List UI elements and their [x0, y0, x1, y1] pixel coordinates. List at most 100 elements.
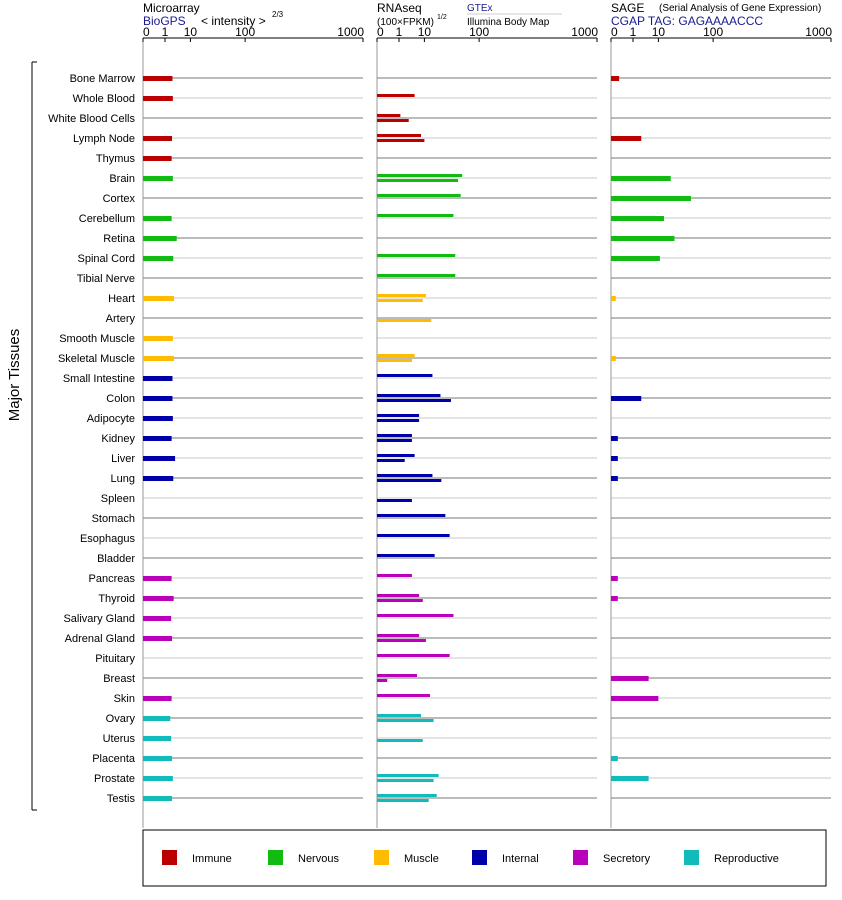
x-tick-label: 10 — [418, 25, 432, 39]
legend-swatch — [472, 850, 487, 865]
bar-sage — [611, 676, 649, 681]
legend-label: Muscle — [404, 853, 439, 865]
bar-sage — [611, 356, 616, 361]
sage-subtitle: CGAP TAG: GAGAAAACCC — [611, 14, 763, 28]
bar-sage — [611, 196, 691, 201]
x-tick-label: 1 — [396, 25, 403, 39]
tissue-label: Lymph Node — [73, 133, 135, 145]
tissue-label: Small Intestine — [63, 373, 135, 385]
bar-sage — [611, 476, 618, 481]
panel-header-microarray: Microarray BioGPS < intensity > 2/3 — [143, 1, 284, 28]
bar-microarray — [143, 436, 172, 441]
legend-swatch — [268, 850, 283, 865]
bar-sage — [611, 756, 618, 761]
tissue-label: Pituitary — [95, 653, 135, 665]
bar-sage — [611, 696, 659, 701]
bar-rnaseq — [377, 114, 401, 117]
rnaseq-source-gtex: GTEx — [467, 3, 493, 14]
panel-header-sage: SAGE (Serial Analysis of Gene Expression… — [611, 1, 821, 28]
legend-label: Nervous — [298, 853, 339, 865]
bar-microarray — [143, 296, 175, 301]
bar-microarray — [143, 336, 173, 341]
bar-rnaseq — [377, 174, 463, 177]
bar-microarray — [143, 476, 174, 481]
panel-rnaseq: 0 1 10 100 1000 — [376, 25, 598, 828]
legend-label: Immune — [192, 853, 232, 865]
bar-rnaseq — [377, 134, 421, 137]
tissue-label: Cerebellum — [79, 213, 135, 225]
bar-rnaseq — [377, 654, 450, 657]
panels: 0 1 10 100 1000 0 1 10 100 1000 0 1 10 100 1000 — [142, 25, 832, 828]
tissue-label: Thymus — [96, 153, 136, 165]
bar-sage — [611, 436, 618, 441]
tissue-label: Brain — [109, 173, 135, 185]
bar-rnaseq — [377, 514, 446, 517]
bar-sage — [611, 396, 642, 401]
bar-rnaseq — [377, 454, 415, 457]
bar-rnaseq — [377, 299, 423, 302]
bar-rnaseq — [377, 479, 442, 482]
legend-swatch — [162, 850, 177, 865]
bar-sage — [611, 136, 642, 141]
bar-rnaseq — [377, 719, 434, 722]
sage-note: (Serial Analysis of Gene Expression) — [659, 3, 821, 14]
bar-rnaseq — [377, 254, 456, 257]
bar-rnaseq — [377, 374, 433, 377]
panel-microarray: 0 1 10 100 1000 — [142, 25, 364, 828]
bar-sage — [611, 776, 649, 781]
legend-swatch — [684, 850, 699, 865]
tissue-label: Spinal Cord — [78, 253, 135, 265]
x-tick-label: 0 — [611, 25, 618, 39]
tissue-label: Lung — [111, 473, 135, 485]
bar-rnaseq — [377, 799, 429, 802]
x-tick-label: 1000 — [805, 25, 832, 39]
tissue-label: Bone Marrow — [70, 73, 135, 85]
bar-rnaseq — [377, 779, 434, 782]
bar-rnaseq — [377, 714, 421, 717]
legend-swatch — [573, 850, 588, 865]
bar-rnaseq — [377, 319, 432, 322]
rnaseq-unit-exponent: 1/2 — [437, 14, 447, 21]
tissue-label: Esophagus — [80, 533, 136, 545]
tissue-label: Smooth Muscle — [59, 333, 135, 345]
bar-rnaseq — [377, 634, 420, 637]
bar-rnaseq — [377, 679, 388, 682]
bar-microarray — [143, 756, 173, 761]
bar-microarray — [143, 256, 174, 261]
tissue-label: Whole Blood — [73, 93, 135, 105]
bar-rnaseq — [377, 194, 461, 197]
bar-sage — [611, 76, 620, 81]
bar-microarray — [143, 76, 173, 81]
tissue-label: Colon — [106, 393, 135, 405]
bar-rnaseq — [377, 419, 420, 422]
rnaseq-source-illumina: Illumina Body Map — [467, 17, 550, 28]
legend-label: Reproductive — [714, 853, 779, 865]
bar-sage — [611, 216, 665, 221]
bar-microarray — [143, 736, 172, 741]
tissue-label: Cortex — [103, 193, 136, 205]
bar-rnaseq — [377, 574, 412, 577]
bar-microarray — [143, 696, 172, 701]
bar-rnaseq — [377, 499, 412, 502]
bar-sage — [611, 576, 618, 581]
bar-microarray — [143, 376, 173, 381]
bar-rnaseq — [377, 639, 426, 642]
bar-microarray — [143, 616, 172, 621]
bar-microarray — [143, 176, 173, 181]
major-tissues-bracket: Major Tissues — [6, 61, 37, 811]
x-tick-label: 10 — [184, 25, 198, 39]
bar-microarray — [143, 356, 175, 361]
bar-sage — [611, 596, 618, 601]
tissue-label: Salivary Gland — [63, 613, 135, 625]
bar-rnaseq — [377, 594, 420, 597]
tissue-label: Kidney — [101, 433, 135, 445]
bar-rnaseq — [377, 179, 459, 182]
microarray-title: Microarray — [143, 1, 200, 15]
tissue-label: Spleen — [101, 493, 135, 505]
bar-sage — [611, 236, 675, 241]
legend-items: Immune Nervous Muscle Internal Secretory Repr… — [162, 850, 779, 865]
legend-label: Secretory — [603, 853, 651, 865]
bar-rnaseq — [377, 534, 450, 537]
bar-rnaseq — [377, 414, 420, 417]
bar-rnaseq — [377, 139, 425, 142]
